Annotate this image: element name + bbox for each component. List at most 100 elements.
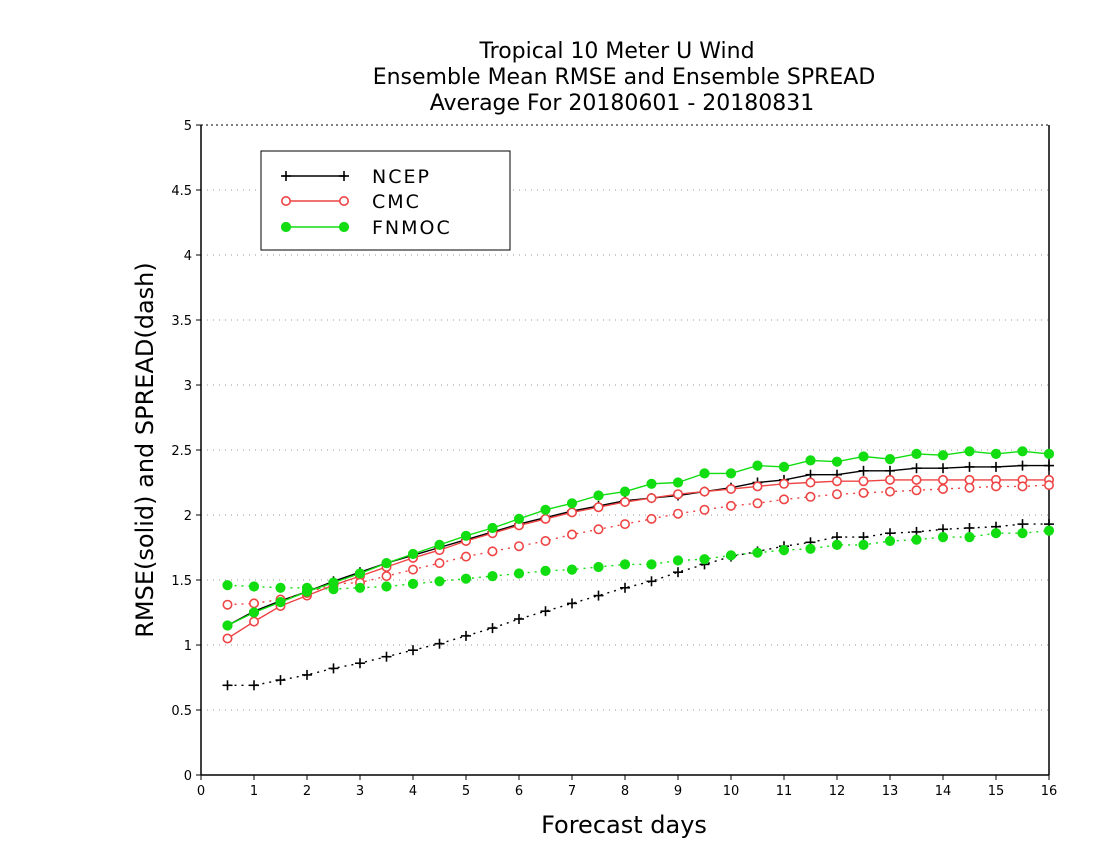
spread-point-ncep-28 xyxy=(964,523,975,533)
rmse-point-cmc-26 xyxy=(911,474,922,485)
x-tick-label-10: 10 xyxy=(723,784,740,799)
spread-point-fnmoc-8 xyxy=(434,576,445,587)
spread-point-cmc-28 xyxy=(964,482,975,493)
spread-point-ncep-4 xyxy=(328,663,339,674)
legend-marker-left-cmc xyxy=(280,196,291,207)
rmse-point-cmc-12 xyxy=(540,513,551,524)
rmse-point-fnmoc-2 xyxy=(275,597,286,608)
rmse-point-fnmoc-21 xyxy=(778,461,790,472)
spread-point-fnmoc-24 xyxy=(858,539,869,551)
rmse-point-cmc-21 xyxy=(778,478,789,489)
spread-point-fnmoc-10 xyxy=(487,571,498,582)
spread-point-cmc-19 xyxy=(725,500,736,511)
x-tick-label-1: 1 xyxy=(250,784,258,799)
spread-point-cmc-23 xyxy=(831,489,842,500)
rmse-line-cmc xyxy=(227,479,1049,640)
x-tick-label-4: 4 xyxy=(409,784,417,799)
spread-point-ncep-5 xyxy=(355,658,365,669)
x-tick-label-15: 15 xyxy=(988,784,1005,799)
legend-marker-left-ncep xyxy=(281,171,291,181)
rmse-point-fnmoc-7 xyxy=(407,548,419,560)
legend-marker-right-cmc xyxy=(338,196,349,207)
spread-point-cmc-24 xyxy=(858,487,869,498)
series-fnmoc xyxy=(222,446,1055,631)
rmse-point-ncep-27 xyxy=(938,463,948,474)
x-tick-label-5: 5 xyxy=(462,784,470,799)
spread-point-cmc-12 xyxy=(540,535,551,546)
spread-line-fnmoc xyxy=(227,529,1050,590)
spread-point-cmc-14 xyxy=(593,524,604,535)
spread-point-ncep-13 xyxy=(567,598,577,609)
spread-point-cmc-0 xyxy=(222,599,233,610)
y-tick-label-4: 2 xyxy=(184,509,192,524)
chart-title-line-2: Ensemble Mean RMSE and Ensemble SPREAD xyxy=(373,65,876,90)
spread-point-ncep-17 xyxy=(673,567,683,578)
rmse-point-cmc-23 xyxy=(831,476,842,487)
spread-point-fnmoc-20 xyxy=(752,547,763,558)
spread-point-cmc-13 xyxy=(566,529,577,540)
spread-point-fnmoc-9 xyxy=(460,573,472,584)
grid-lines xyxy=(201,189,1049,711)
rmse-point-fnmoc-17 xyxy=(672,477,684,488)
spread-point-fnmoc-3 xyxy=(301,582,313,593)
spread-line-ncep xyxy=(227,523,1049,686)
rmse-point-cmc-19 xyxy=(725,483,736,494)
legend-marker-right-fnmoc xyxy=(338,221,350,233)
rmse-point-cmc-17 xyxy=(672,489,683,500)
rmse-point-cmc-16 xyxy=(646,493,657,504)
y-tick-label-7: 3.5 xyxy=(171,314,192,329)
spread-point-fnmoc-4 xyxy=(328,584,339,595)
spread-point-cmc-29 xyxy=(990,481,1001,492)
rmse-point-fnmoc-0 xyxy=(222,620,233,631)
x-tick-label-14: 14 xyxy=(935,784,952,799)
spread-point-fnmoc-28 xyxy=(964,532,975,543)
x-tick-label-0: 0 xyxy=(197,784,205,799)
rmse-point-fnmoc-23 xyxy=(831,456,843,467)
x-tick-label-2: 2 xyxy=(303,784,311,799)
spread-point-ncep-30 xyxy=(1017,519,1028,530)
spread-point-cmc-15 xyxy=(619,519,630,530)
spread-point-fnmoc-21 xyxy=(778,545,790,556)
y-tick-label-0: 0 xyxy=(184,769,192,784)
rmse-point-fnmoc-5 xyxy=(354,568,366,579)
legend-label-fnmoc: FNMOC xyxy=(372,217,452,239)
series-group xyxy=(222,446,1055,691)
spread-point-cmc-6 xyxy=(381,571,392,582)
rmse-point-fnmoc-28 xyxy=(964,446,975,457)
rmse-point-fnmoc-15 xyxy=(619,486,631,497)
rmse-point-ncep-28 xyxy=(964,461,975,472)
legend-label-cmc: CMC xyxy=(372,191,421,213)
x-axis-label: Forecast days xyxy=(541,811,707,839)
x-tick-label-6: 6 xyxy=(515,784,523,799)
rmse-point-fnmoc-30 xyxy=(1017,446,1028,457)
spread-point-fnmoc-18 xyxy=(699,554,710,565)
spread-point-fnmoc-30 xyxy=(1017,528,1028,539)
y-tick-label-1: 0.5 xyxy=(171,704,192,719)
rmse-point-cmc-25 xyxy=(884,474,895,485)
spread-point-cmc-21 xyxy=(778,494,789,505)
rmse-point-fnmoc-31 xyxy=(1043,448,1055,459)
spread-point-fnmoc-31 xyxy=(1043,525,1055,536)
spread-point-ncep-0 xyxy=(222,680,233,691)
legend-item-ncep: NCEP xyxy=(281,166,429,188)
rmse-point-cmc-22 xyxy=(805,477,816,488)
spread-point-cmc-9 xyxy=(460,551,471,562)
spread-point-cmc-10 xyxy=(487,546,498,557)
rmse-point-fnmoc-22 xyxy=(805,455,816,466)
spread-point-fnmoc-0 xyxy=(222,580,233,591)
spread-point-cmc-11 xyxy=(513,541,524,552)
x-tick-label-16: 16 xyxy=(1041,784,1058,799)
rmse-point-fnmoc-14 xyxy=(593,490,604,501)
legend-marker-left-fnmoc xyxy=(280,221,292,233)
spread-point-fnmoc-7 xyxy=(407,578,419,590)
rmse-point-cmc-24 xyxy=(858,476,869,487)
rmse-point-cmc-13 xyxy=(566,507,577,518)
legend-item-cmc: CMC xyxy=(280,191,421,213)
spread-point-ncep-3 xyxy=(302,669,312,680)
spread-point-cmc-20 xyxy=(752,498,763,509)
rmse-point-fnmoc-26 xyxy=(911,448,922,459)
rmse-point-fnmoc-18 xyxy=(699,468,710,479)
spread-point-ncep-15 xyxy=(620,582,630,593)
tick-labels: 00.511.522.533.544.550 1 2 3 4 5 6 7 8 9 10 11 12 13 1… xyxy=(171,119,1057,799)
